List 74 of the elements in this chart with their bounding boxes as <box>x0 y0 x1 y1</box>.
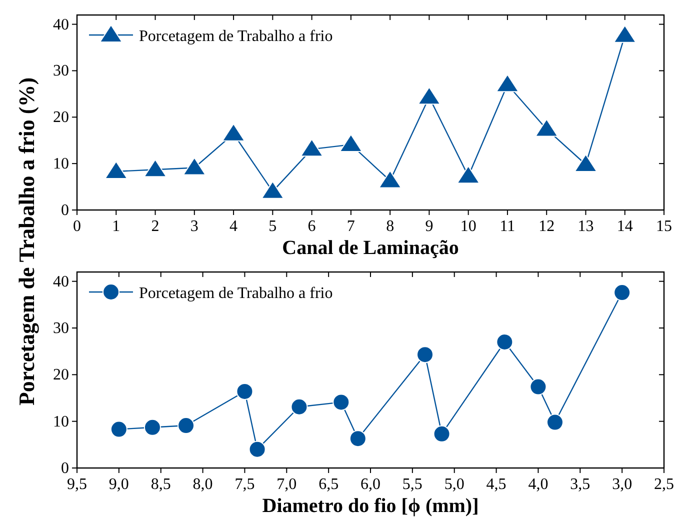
x-tick-label: 4,5 <box>486 476 506 493</box>
point <box>300 138 324 157</box>
x-tick-label: 7 <box>346 218 355 235</box>
point <box>496 74 519 92</box>
x-tick-label: 8,5 <box>150 476 171 493</box>
y-tick-label: 10 <box>53 156 69 173</box>
point <box>496 334 514 350</box>
point <box>110 420 128 438</box>
x-tick-label: 14 <box>616 218 633 235</box>
point <box>456 166 480 184</box>
point <box>416 346 434 364</box>
y-tick-label: 40 <box>53 16 69 34</box>
y-axis-title: Porcetagem de Trabalho a frio (%) <box>14 77 39 406</box>
legend-label: Porcetagem de Trabalho a frio <box>139 285 333 302</box>
x-tick-label: 2,5 <box>654 476 674 493</box>
point <box>349 430 366 448</box>
y-tick-label: 10 <box>53 413 69 430</box>
point <box>614 284 631 302</box>
y-tick-label: 40 <box>53 273 69 290</box>
point <box>339 134 362 152</box>
point <box>433 425 450 442</box>
point <box>104 160 128 179</box>
y-tick-label: 0 <box>61 202 69 219</box>
x-tick-label: 5,0 <box>444 476 464 493</box>
y-tick-label: 30 <box>53 62 69 80</box>
y-tick-label: 30 <box>53 320 69 337</box>
x-tick-label: 2 <box>151 218 160 235</box>
x-axis-title: Canal de Laminação <box>282 237 459 259</box>
point <box>546 414 564 431</box>
x-tick-label: 3 <box>190 218 198 235</box>
point <box>178 417 195 434</box>
point <box>378 170 402 188</box>
x-tick-label: 11 <box>500 218 516 235</box>
x-tick-label: 3,0 <box>612 476 632 493</box>
point <box>182 157 206 176</box>
x-tick-label: 12 <box>538 218 555 235</box>
x-tick-label: 7,5 <box>234 476 255 493</box>
point <box>530 378 547 396</box>
x-tick-label: 9 <box>425 218 434 235</box>
point <box>613 24 636 43</box>
point <box>248 440 266 458</box>
point <box>236 382 254 400</box>
x-tick-label: 4,0 <box>528 476 548 493</box>
x-tick-label: 5 <box>268 218 277 235</box>
x-tick-label: 1 <box>112 218 120 235</box>
point <box>144 159 167 178</box>
x-tick-label: 10 <box>460 218 476 235</box>
point <box>574 154 598 172</box>
point <box>222 123 246 142</box>
x-tick-label: 9,5 <box>67 476 87 493</box>
y-tick-label: 20 <box>53 366 69 384</box>
x-tick-label: 9,0 <box>108 476 129 493</box>
x-tick-label: 0 <box>73 218 81 235</box>
point <box>261 180 284 199</box>
x-tick-label: 6 <box>308 218 316 235</box>
y-tick-label: 0 <box>61 460 69 477</box>
x-tick-label: 13 <box>578 218 594 235</box>
x-tick-label: 8 <box>386 218 394 235</box>
point <box>144 418 161 436</box>
x-tick-label: 6,0 <box>360 476 380 493</box>
x-tick-label: 3,5 <box>570 476 590 493</box>
x-tick-label: 7,0 <box>276 476 297 493</box>
point <box>290 398 308 416</box>
x-tick-label: 5,5 <box>402 476 422 493</box>
y-tick-label: 20 <box>53 109 69 126</box>
x-tick-label: 4 <box>230 218 238 235</box>
x-tick-label: 8,0 <box>192 476 213 493</box>
x-tick-label: 15 <box>656 218 672 235</box>
point <box>418 86 441 105</box>
point <box>535 118 558 137</box>
point <box>332 394 350 411</box>
x-tick-label: 6,5 <box>318 476 339 493</box>
x-axis-title: Diametro do fio [ϕ (mm)] <box>262 495 479 517</box>
legend-label: Porcetagem de Trabalho a frio <box>139 28 333 45</box>
